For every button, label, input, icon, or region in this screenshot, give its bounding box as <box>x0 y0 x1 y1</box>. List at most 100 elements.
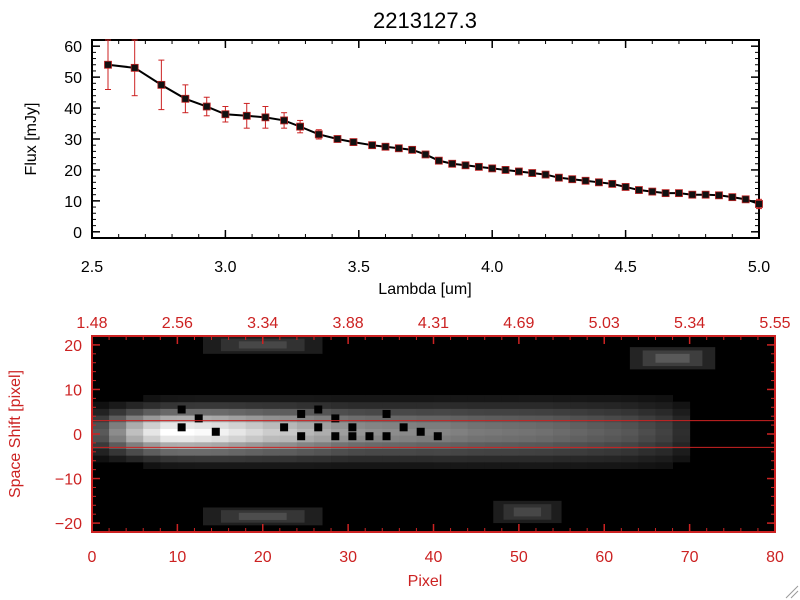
image-trace-cell <box>262 421 281 429</box>
image-trace-cell <box>109 435 127 443</box>
image-trace-cell <box>399 421 417 429</box>
image-xtick-label: 50 <box>510 549 528 566</box>
image-trace-cell <box>501 421 520 429</box>
image-trace-cell <box>365 435 383 443</box>
image-trace-cell <box>279 428 298 436</box>
image-trace-cell <box>365 401 383 409</box>
image-trace-cell <box>262 415 281 423</box>
image-trace-cell <box>365 441 383 449</box>
spectrum-ytick-label: 40 <box>64 101 82 118</box>
image-trace-cell <box>399 408 417 416</box>
image-trace-cell <box>160 421 178 429</box>
image-trace-cell <box>399 441 417 449</box>
image-trace-cell <box>416 455 434 463</box>
image-trace-cell <box>262 455 281 463</box>
image-xtick-label: 20 <box>254 549 272 566</box>
image-trace-cell <box>501 401 520 409</box>
image-trace-cell <box>587 421 605 429</box>
image-trace-cell <box>604 435 622 443</box>
image-trace-cell <box>313 401 332 409</box>
image-trace-cell <box>655 448 674 456</box>
image-trace-cell <box>211 441 230 449</box>
image-trace-cell <box>194 395 213 403</box>
image-trace-cell <box>365 448 383 456</box>
image-trace-cell <box>348 421 366 429</box>
image-trace-cell <box>587 455 605 463</box>
image-trace-cell <box>553 408 571 416</box>
image-trace-cell <box>245 435 264 443</box>
image-trace-cell <box>484 428 503 436</box>
image-trace-cell <box>450 421 469 429</box>
image-trace-cell <box>399 455 417 463</box>
image-trace-cell <box>262 428 281 436</box>
image-trace-cell <box>228 441 247 449</box>
image-trace-cell <box>570 448 588 456</box>
image-trace-cell <box>621 421 639 429</box>
image-trace-cell <box>177 428 195 436</box>
spectrum-data-point <box>202 102 211 111</box>
image-top-axis-label: 4.31 <box>418 315 449 332</box>
image-trace-cell <box>126 455 144 463</box>
image-trace-cell <box>501 461 520 470</box>
image-trace-cell <box>553 455 571 463</box>
image-trace-cell <box>553 428 571 436</box>
image-trace-cell <box>638 461 656 470</box>
spectrum-data-point <box>104 60 112 69</box>
image-trace-cell <box>194 408 213 416</box>
spectrum-xtick-label: 4.0 <box>481 259 503 276</box>
spectrum-data-point <box>581 176 590 185</box>
image-trace-cell <box>262 461 281 470</box>
image-trace-cell <box>365 461 383 470</box>
image-trace-cell <box>604 461 622 470</box>
image-trace-cell <box>570 428 588 436</box>
image-trace-cell <box>160 415 178 423</box>
image-trace-cell <box>331 428 349 436</box>
image-ylabel: Space Shift [pixel] <box>7 370 24 498</box>
image-trace-cell <box>587 441 605 449</box>
image-trace-cell <box>177 461 195 470</box>
image-bad-pixel <box>331 432 340 441</box>
image-trace-cell <box>296 428 315 436</box>
spectrum-data-point <box>368 141 377 150</box>
image-trace-cell <box>331 415 349 423</box>
spectrum-ytick-label: 60 <box>64 39 82 56</box>
image-trace-cell <box>194 441 213 449</box>
image-trace-cell <box>296 448 315 456</box>
image-trace-cell <box>484 395 503 403</box>
image-ytick-label: 0 <box>73 427 82 444</box>
image-trace-cell <box>518 421 537 429</box>
image-trace-cell <box>399 435 417 443</box>
image-trace-cell <box>484 401 503 409</box>
image-trace-cell <box>467 421 486 429</box>
spectrum-data-point <box>595 178 603 187</box>
chart-title: 2213127.3 <box>373 8 477 33</box>
image-trace-cell <box>143 435 161 443</box>
image-trace-cell <box>194 415 213 423</box>
image-trace-cell <box>518 408 537 416</box>
spectrum-ytick-label: 0 <box>73 225 82 242</box>
image-trace-cell <box>109 421 127 429</box>
spectrum-data-point <box>688 190 697 199</box>
image-trace-cell <box>450 408 469 416</box>
spectrum-data-point <box>333 135 342 143</box>
image-trace-cell <box>211 428 230 436</box>
image-bad-pixel <box>416 427 425 436</box>
image-trace-cell <box>570 415 588 423</box>
image-trace-cell <box>553 401 571 409</box>
image-trace-cell <box>621 435 639 443</box>
image-trace-cell <box>604 448 622 456</box>
image-trace-cell <box>638 441 656 449</box>
image-intensity-cells <box>92 336 716 526</box>
image-trace-cell <box>177 435 195 443</box>
image-trace-cell <box>450 448 469 456</box>
resize-grip-icon[interactable] <box>785 585 799 599</box>
image-trace-cell <box>553 395 571 403</box>
image-bad-pixel <box>331 414 340 423</box>
image-trace-cell <box>143 428 161 436</box>
image-trace-cell <box>177 455 195 463</box>
image-trace-cell <box>109 428 127 436</box>
image-trace-cell <box>570 441 588 449</box>
image-trace-cell <box>160 395 178 403</box>
image-trace-cell <box>194 455 213 463</box>
